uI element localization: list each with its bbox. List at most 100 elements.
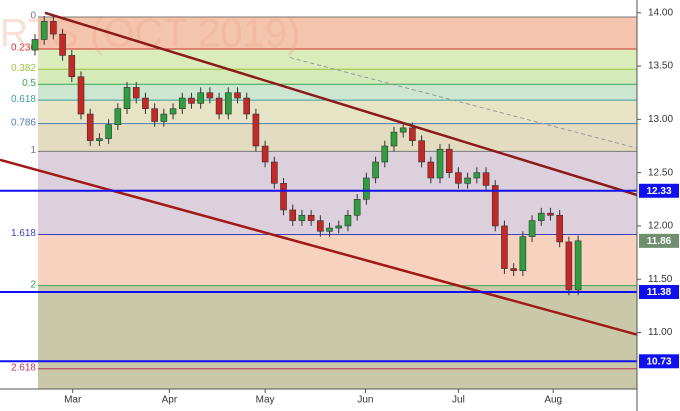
watermark: RTS (OCT 2019)	[0, 12, 300, 56]
x-tick-label: Aug	[544, 395, 562, 406]
fib-label: 1	[30, 145, 36, 156]
candle-body	[317, 220, 324, 232]
y-tick-label: 11.50	[648, 274, 673, 285]
candle-body	[409, 127, 416, 141]
candle-body	[307, 214, 315, 221]
x-tick-label: Jul	[452, 395, 465, 406]
candle-body	[519, 236, 527, 272]
level-label: 10.73	[646, 356, 671, 367]
candle-body	[482, 172, 490, 186]
fib-band	[38, 69, 637, 85]
candle-body	[151, 108, 158, 122]
y-tick-label: 12.50	[648, 167, 673, 178]
candle-body	[68, 55, 76, 78]
last-price-box	[639, 233, 679, 248]
candle-body	[178, 97, 186, 110]
candle-body	[418, 140, 425, 163]
x-tick-label: Apr	[162, 395, 178, 406]
fib-band	[38, 84, 637, 101]
trend-line	[44, 11, 638, 197]
candle-body	[50, 21, 57, 35]
candle-body	[491, 185, 499, 227]
candle-body	[188, 97, 195, 104]
y-tick-label: 12.00	[648, 221, 673, 232]
candle-body	[280, 183, 287, 211]
fib-label: 0.236	[11, 43, 36, 54]
x-tick-label: Jun	[357, 395, 373, 406]
candle-body	[353, 198, 361, 216]
candle-body	[510, 268, 517, 272]
candle-body	[427, 161, 435, 179]
candle-body	[243, 97, 250, 115]
level-label: 12.33	[646, 186, 671, 197]
candle-body	[59, 33, 66, 56]
candle-body	[298, 214, 306, 221]
candle-body	[436, 148, 444, 179]
fib-band	[38, 123, 637, 152]
x-tick-label: May	[256, 395, 275, 406]
fib-label: 0.618	[11, 94, 36, 105]
candle-body	[528, 220, 536, 237]
candle-body	[473, 172, 481, 179]
candle-body	[501, 225, 508, 269]
level-box	[639, 285, 679, 300]
candle-body	[390, 131, 398, 147]
fib-band	[38, 234, 637, 286]
candle-body	[197, 92, 204, 104]
candle-body	[344, 214, 352, 227]
level-box	[639, 354, 679, 369]
level-box	[639, 183, 679, 198]
y-tick-label: 14.00	[648, 7, 673, 18]
candle-body	[96, 138, 103, 141]
y-tick-label: 11.00	[648, 327, 673, 338]
candle-body	[224, 92, 232, 115]
trend-line	[0, 158, 638, 336]
candle-body	[261, 145, 269, 163]
candle-body	[169, 108, 177, 115]
fib-label: 0.5	[22, 78, 36, 89]
candle-body	[105, 124, 112, 139]
candle-body	[574, 240, 582, 291]
y-tick-label: 13.00	[648, 114, 673, 125]
candle-body	[215, 97, 223, 115]
candle-body	[547, 212, 554, 216]
fib-label: 0.382	[11, 63, 36, 74]
x-axis-area	[0, 389, 637, 411]
candle-body	[123, 87, 131, 110]
level-label: 11.38	[647, 287, 672, 298]
x-tick-label: Mar	[64, 395, 82, 406]
candle-body	[381, 145, 389, 163]
candle-body	[206, 92, 214, 99]
last-price-label: 11.86	[647, 236, 672, 247]
candle-body	[556, 214, 563, 243]
fib-band	[38, 368, 637, 389]
candle-body	[363, 177, 370, 200]
fib-band	[38, 17, 637, 50]
fib-label: 2.618	[11, 362, 36, 373]
candle-body	[445, 148, 453, 173]
candle-body	[335, 225, 343, 229]
y-axis-area	[637, 0, 680, 411]
candle-body	[77, 76, 85, 115]
fib-band	[38, 151, 637, 235]
fib-label: 0	[30, 11, 36, 22]
y-tick-label: 13.50	[648, 61, 673, 72]
candle-body	[464, 177, 471, 184]
candle-body	[234, 92, 241, 99]
candle-body	[372, 161, 379, 179]
candle-body	[40, 21, 48, 40]
fib-band	[38, 100, 637, 124]
candle-body	[252, 113, 260, 147]
candle-body	[289, 209, 297, 221]
trend-line	[289, 57, 638, 149]
fib-label: 1.618	[11, 228, 36, 239]
candle-body	[399, 127, 407, 133]
fib-label: 2	[30, 279, 36, 290]
candle-body	[537, 212, 545, 221]
fib-label: 0.786	[11, 117, 36, 128]
candle-body	[31, 39, 39, 51]
candle-body	[86, 113, 94, 141]
candle-body	[114, 108, 122, 125]
fib-band	[38, 49, 637, 70]
